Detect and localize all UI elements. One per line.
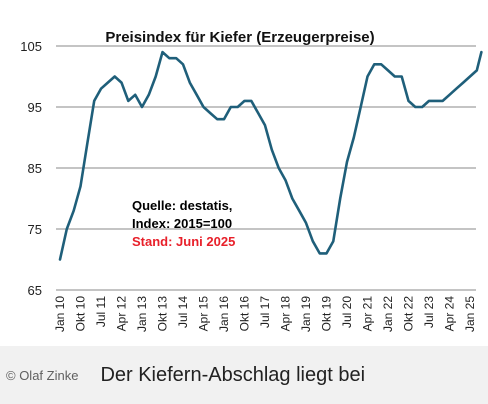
annotation-line: Quelle: destatis, (132, 198, 232, 213)
x-tick-label: Okt 13 (156, 296, 170, 332)
x-tick-label: Apr 24 (443, 296, 457, 332)
annotation-line: Stand: Juni 2025 (132, 234, 235, 249)
x-tick-label: Apr 12 (115, 296, 129, 332)
x-tick-label: Jul 20 (340, 296, 354, 328)
y-tick-label: 65 (28, 283, 42, 298)
x-tick-label: Okt 16 (238, 296, 252, 332)
x-tick-label: Jan 22 (381, 296, 395, 332)
x-tick-label: Okt 10 (74, 296, 88, 332)
y-tick-label: 75 (28, 222, 42, 237)
y-tick-label: 105 (20, 39, 42, 54)
x-tick-label: Jul 23 (422, 296, 436, 328)
x-tick-label: Jan 19 (299, 296, 313, 332)
series-line (58, 50, 483, 261)
x-tick-label: Apr 15 (197, 296, 211, 332)
x-tick-label: Jan 10 (53, 296, 67, 332)
series-layer (58, 50, 483, 261)
x-tick-label: Jan 13 (135, 296, 149, 332)
x-tick-label: Jul 11 (94, 296, 108, 327)
x-tick-label: Jan 16 (217, 296, 231, 332)
x-axis-labels: Jan 10 Okt 10 Jul 11 Apr 12 Jan 13 Okt 13 Jul … (53, 296, 477, 332)
annotation-line: Index: 2015=100 (132, 216, 232, 231)
chart-area: Preisindex für Kiefer (Erzeugerpreise) 1… (20, 29, 483, 333)
caption-bar: © Olaf Zinke Der Kiefern-Abschlag liegt … (0, 346, 488, 404)
y-axis-labels: 105 95 85 75 65 (20, 39, 42, 298)
photo-credit: © Olaf Zinke (6, 367, 79, 383)
x-tick-label: Okt 22 (402, 296, 416, 332)
chart-title: Preisindex für Kiefer (Erzeugerpreise) (105, 29, 374, 46)
x-tick-label: Jul 14 (176, 296, 190, 328)
x-tick-label: Jul 17 (258, 296, 272, 328)
annotations: Quelle: destatis, Index: 2015=100 Stand: J… (132, 198, 235, 249)
gridlines (56, 45, 476, 291)
x-tick-label: Jan 25 (463, 296, 477, 332)
x-tick-label: Apr 18 (279, 296, 293, 332)
x-tick-label: Apr 21 (361, 296, 375, 332)
y-tick-label: 85 (28, 161, 42, 176)
line-chart: Preisindex für Kiefer (Erzeugerpreise) 1… (20, 29, 483, 332)
x-tick-label: Okt 19 (320, 296, 334, 332)
y-tick-label: 95 (28, 100, 42, 115)
caption-text: Der Kiefern-Abschlag liegt bei (100, 363, 366, 386)
